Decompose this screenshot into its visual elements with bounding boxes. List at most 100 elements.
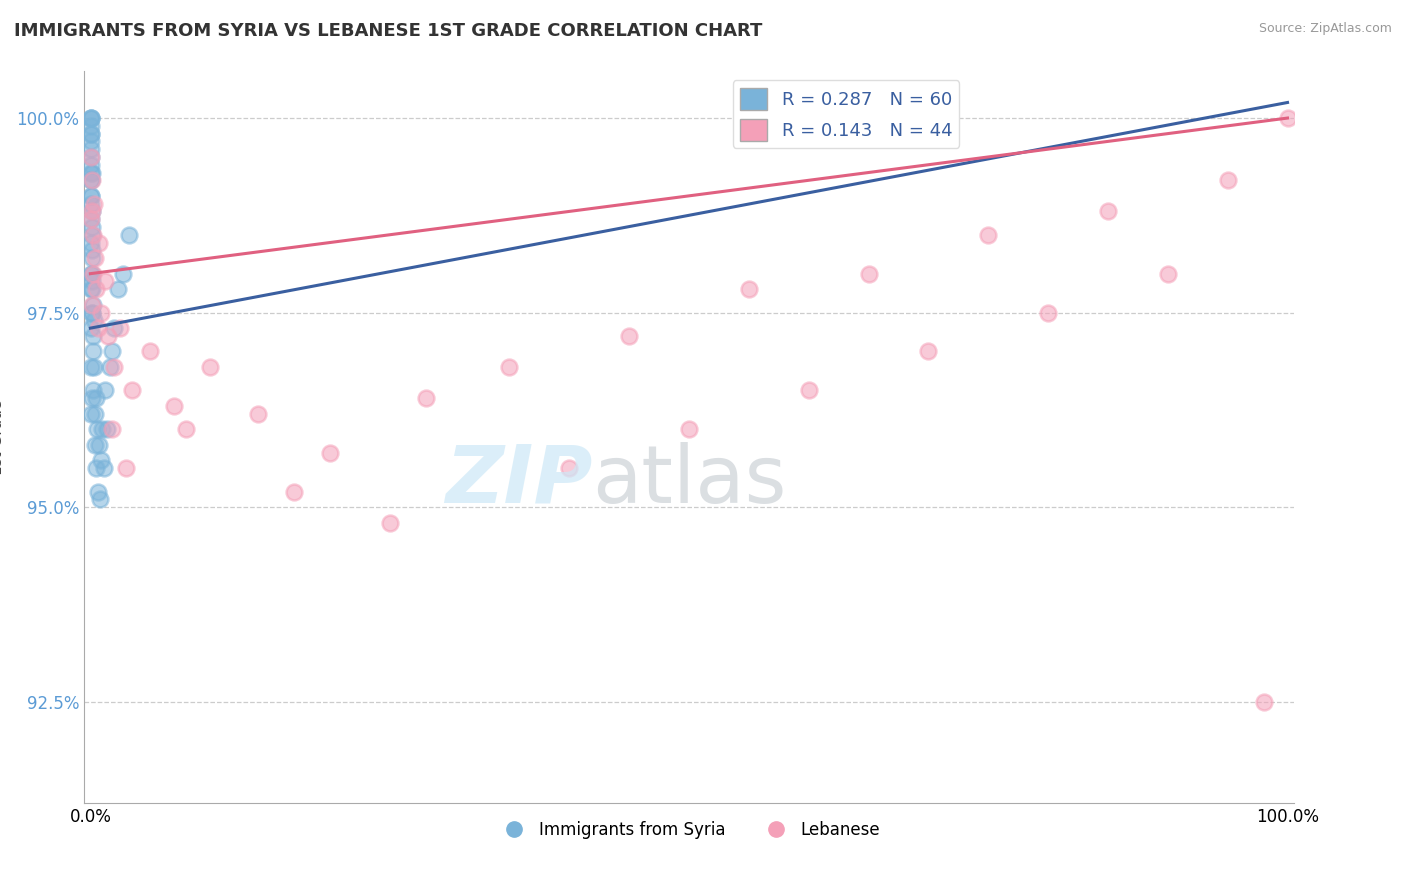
- Point: [617, 329, 640, 343]
- Point: [80, 111, 103, 125]
- Point: [83, 359, 105, 374]
- Point: [86, 461, 108, 475]
- Point: [797, 384, 820, 398]
- Point: [87, 438, 110, 452]
- Point: [80, 173, 103, 187]
- Point: [84, 251, 107, 265]
- Point: [96, 422, 118, 436]
- Point: [80, 227, 103, 242]
- Point: [110, 321, 132, 335]
- Point: [80, 275, 103, 289]
- Point: [86, 321, 108, 335]
- Point: [82, 244, 104, 258]
- Point: [97, 329, 120, 343]
- Point: [91, 422, 114, 436]
- Point: [93, 384, 115, 398]
- Point: [858, 267, 880, 281]
- Point: [1277, 111, 1299, 125]
- Point: [80, 391, 103, 405]
- Point: [82, 298, 104, 312]
- Point: [80, 204, 103, 219]
- Point: [80, 407, 103, 421]
- Point: [82, 384, 104, 398]
- Point: [246, 407, 269, 421]
- Point: [80, 235, 103, 250]
- Point: [80, 321, 103, 335]
- Point: [86, 484, 108, 499]
- Point: [80, 150, 103, 164]
- Point: [319, 445, 342, 459]
- Point: [80, 298, 103, 312]
- Point: [90, 453, 112, 467]
- Point: [82, 305, 104, 319]
- Point: [80, 359, 103, 374]
- Point: [93, 461, 115, 475]
- Point: [415, 391, 437, 405]
- Legend: Immigrants from Syria, Lebanese: Immigrants from Syria, Lebanese: [491, 814, 887, 846]
- Point: [80, 119, 103, 133]
- Point: [139, 344, 162, 359]
- Point: [738, 282, 761, 296]
- Text: Source: ZipAtlas.com: Source: ZipAtlas.com: [1258, 22, 1392, 36]
- Point: [82, 344, 104, 359]
- Point: [111, 267, 134, 281]
- Point: [163, 399, 186, 413]
- Point: [1216, 173, 1239, 187]
- Point: [80, 212, 103, 227]
- Point: [80, 282, 103, 296]
- Point: [678, 422, 700, 436]
- Point: [378, 516, 401, 530]
- Point: [82, 329, 104, 343]
- Text: ZIP: ZIP: [444, 442, 592, 520]
- Point: [87, 235, 110, 250]
- Point: [80, 305, 103, 319]
- Point: [80, 111, 103, 125]
- Point: [86, 282, 108, 296]
- Point: [80, 158, 103, 172]
- Point: [101, 344, 124, 359]
- Point: [1036, 305, 1059, 319]
- Point: [84, 438, 107, 452]
- Point: [115, 461, 138, 475]
- Point: [80, 165, 103, 179]
- Point: [82, 267, 104, 281]
- Point: [83, 407, 105, 421]
- Point: [98, 359, 121, 374]
- Point: [80, 150, 103, 164]
- Point: [79, 189, 101, 203]
- Point: [89, 492, 111, 507]
- Point: [82, 173, 104, 187]
- Point: [80, 135, 103, 149]
- Point: [80, 165, 103, 179]
- Point: [80, 212, 103, 227]
- Y-axis label: 1st Grade: 1st Grade: [0, 400, 6, 475]
- Point: [174, 422, 197, 436]
- Point: [101, 422, 124, 436]
- Point: [82, 282, 104, 296]
- Point: [86, 422, 108, 436]
- Point: [80, 173, 103, 187]
- Point: [80, 251, 103, 265]
- Point: [80, 267, 103, 281]
- Point: [498, 359, 520, 374]
- Point: [107, 282, 129, 296]
- Point: [1157, 267, 1180, 281]
- Point: [80, 111, 103, 125]
- Point: [198, 359, 221, 374]
- Point: [80, 142, 103, 156]
- Point: [90, 305, 112, 319]
- Point: [80, 196, 103, 211]
- Point: [80, 127, 103, 141]
- Point: [80, 267, 103, 281]
- Text: IMMIGRANTS FROM SYRIA VS LEBANESE 1ST GRADE CORRELATION CHART: IMMIGRANTS FROM SYRIA VS LEBANESE 1ST GR…: [14, 22, 762, 40]
- Point: [977, 227, 1000, 242]
- Point: [103, 359, 125, 374]
- Point: [121, 384, 143, 398]
- Point: [558, 461, 581, 475]
- Point: [1097, 204, 1119, 219]
- Point: [283, 484, 305, 499]
- Point: [93, 275, 115, 289]
- Point: [82, 227, 104, 242]
- Point: [84, 391, 107, 405]
- Point: [80, 219, 103, 234]
